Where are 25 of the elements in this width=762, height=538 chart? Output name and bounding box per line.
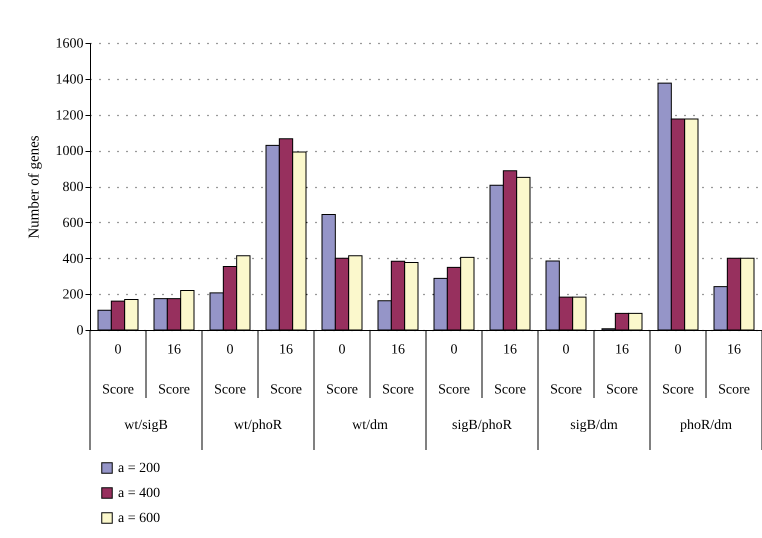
text: wt/sigB: [124, 418, 168, 433]
y-tick-label: 1000: [56, 144, 84, 160]
legend-label: a = 200: [118, 461, 160, 476]
text: wt/dm: [352, 418, 388, 433]
category-label: 16 Score: [718, 342, 750, 398]
category-label: 16 Score: [606, 342, 638, 398]
category-label: 16 Score: [270, 342, 302, 398]
y-tick-label: 600: [62, 216, 84, 231]
y-tick-label: 1600: [56, 36, 84, 52]
y-tick-label: 400: [62, 252, 84, 267]
text: sigB/phoR: [452, 418, 513, 433]
text: wt/phoR: [234, 418, 283, 433]
y-tick-label: 1400: [56, 72, 84, 88]
y-tick-label: 1200: [56, 108, 84, 124]
category-label: 16 Score: [494, 342, 526, 398]
y-tick-label: 200: [62, 288, 84, 303]
legend-label: a = 600: [118, 511, 160, 526]
category-label: 16 Score: [158, 342, 190, 398]
category-label: 16 Score: [382, 342, 414, 398]
text: phoR/dm: [680, 418, 732, 433]
text: sigB/dm: [570, 418, 618, 433]
legend-label: a = 400: [118, 486, 160, 501]
y-tick-label: 800: [62, 180, 84, 195]
y-axis-title: Number of genes: [26, 135, 42, 239]
y-tick-label: 0: [76, 324, 84, 338]
